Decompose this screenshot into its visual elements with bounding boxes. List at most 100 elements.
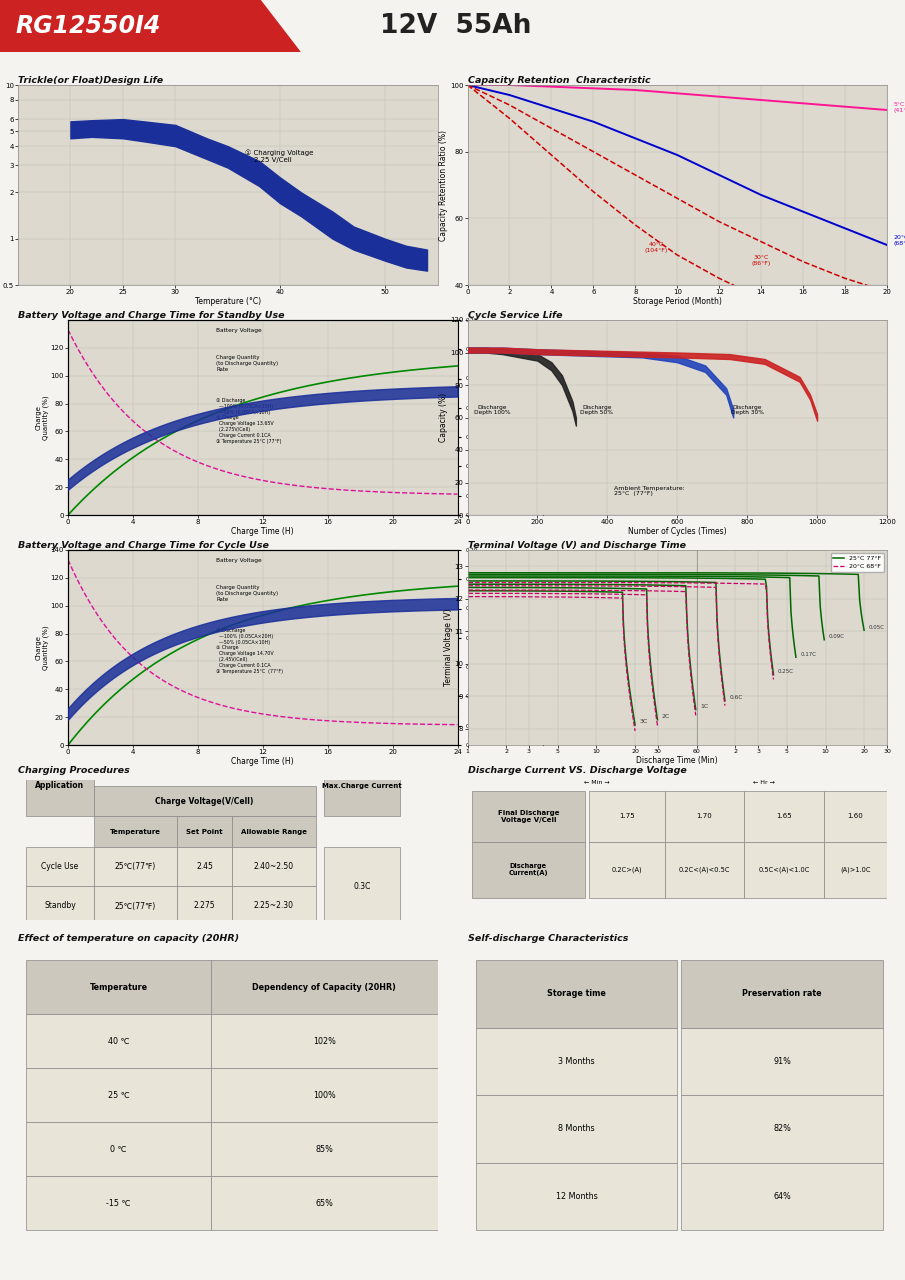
Y-axis label: Terminal Voltage (V): Terminal Voltage (V) — [444, 609, 452, 686]
Text: Preservation rate: Preservation rate — [742, 989, 822, 998]
Text: Discharge
Depth 100%: Discharge Depth 100% — [473, 404, 510, 415]
Bar — [681, 960, 882, 1028]
Bar — [472, 791, 585, 842]
Bar — [664, 791, 745, 842]
Bar — [26, 755, 93, 817]
Bar — [177, 817, 232, 847]
Text: Trickle(or Float)Design Life: Trickle(or Float)Design Life — [18, 76, 163, 84]
X-axis label: Charge Time (H): Charge Time (H) — [232, 526, 294, 535]
Y-axis label: Battery Voltage
(V/Per Cell): Battery Voltage (V/Per Cell) — [565, 393, 576, 442]
Bar — [824, 842, 887, 897]
Bar — [211, 1068, 437, 1123]
Text: Ambient Temperature:
25°C  (77°F): Ambient Temperature: 25°C (77°F) — [614, 485, 685, 497]
Bar — [211, 1176, 437, 1230]
Bar — [93, 817, 177, 847]
Text: ← Min →: ← Min → — [584, 780, 609, 785]
Text: 3 Months: 3 Months — [558, 1057, 595, 1066]
Bar — [26, 886, 93, 925]
Bar — [472, 842, 585, 897]
Text: 0.17C: 0.17C — [800, 652, 816, 657]
Bar — [681, 1028, 882, 1094]
Text: Capacity Retention  Characteristic: Capacity Retention Characteristic — [468, 76, 650, 84]
Bar — [232, 817, 316, 847]
Text: 64%: 64% — [773, 1192, 791, 1201]
Text: 2.40~2.50: 2.40~2.50 — [253, 863, 294, 872]
Text: 40°C
(104°F): 40°C (104°F) — [644, 242, 668, 252]
Text: Discharge Current VS. Discharge Voltage: Discharge Current VS. Discharge Voltage — [468, 765, 686, 774]
Text: 91%: 91% — [773, 1057, 791, 1066]
X-axis label: Charge Time (H): Charge Time (H) — [232, 756, 294, 765]
Text: 102%: 102% — [313, 1037, 336, 1046]
Text: Cycle Service Life: Cycle Service Life — [468, 311, 562, 320]
Text: 0.25C: 0.25C — [777, 669, 794, 675]
Text: 3C: 3C — [639, 719, 648, 724]
Text: 82%: 82% — [773, 1124, 791, 1133]
Text: Temperature: Temperature — [90, 983, 148, 992]
Text: 5°C
(41°F): 5°C (41°F) — [893, 102, 905, 113]
Bar — [26, 1123, 211, 1176]
Text: ① Discharge
  —100% (0.05CA×20H)
  —50% (0.05CA×10H)
② Charge
  Charge Voltage 1: ① Discharge —100% (0.05CA×20H) —50% (0.0… — [216, 628, 283, 673]
Text: Cycle Use: Cycle Use — [42, 863, 79, 872]
Bar — [681, 1162, 882, 1230]
Bar — [26, 847, 93, 886]
Bar — [211, 1123, 437, 1176]
Text: 0.5C<(A)<1.0C: 0.5C<(A)<1.0C — [758, 867, 810, 873]
Bar — [177, 886, 232, 925]
X-axis label: Discharge Time (Min): Discharge Time (Min) — [636, 755, 718, 764]
Text: 1.75: 1.75 — [619, 813, 634, 819]
Text: 0.6C: 0.6C — [729, 695, 742, 700]
Text: -15 ℃: -15 ℃ — [107, 1198, 131, 1207]
Text: 85%: 85% — [315, 1144, 333, 1153]
Bar — [589, 791, 664, 842]
Bar — [93, 786, 316, 817]
Text: 25℃(77℉): 25℃(77℉) — [115, 863, 156, 872]
Bar — [664, 842, 745, 897]
Text: Dependency of Capacity (20HR): Dependency of Capacity (20HR) — [252, 983, 396, 992]
Bar — [476, 1028, 677, 1094]
Text: 2.275: 2.275 — [194, 901, 215, 910]
Text: 1.70: 1.70 — [697, 813, 712, 819]
Text: ① Discharge
  —100% (0.05CA×20H)
  —50% (0.05CA×10H)
② Charge
  Charge Voltage 1: ① Discharge —100% (0.05CA×20H) —50% (0.0… — [216, 398, 281, 444]
Text: 2.45: 2.45 — [196, 863, 213, 872]
Text: 100%: 100% — [313, 1091, 336, 1100]
Bar — [824, 791, 887, 842]
Text: Effect of temperature on capacity (20HR): Effect of temperature on capacity (20HR) — [18, 934, 239, 943]
Text: 12 Months: 12 Months — [556, 1192, 597, 1201]
Text: 25 ℃: 25 ℃ — [108, 1091, 129, 1100]
Bar — [745, 842, 824, 897]
Bar — [26, 960, 211, 1014]
Text: ① Charging Voltage
    2.25 V/Cell: ① Charging Voltage 2.25 V/Cell — [244, 148, 313, 163]
Bar — [476, 960, 677, 1028]
Polygon shape — [0, 0, 300, 52]
Bar — [26, 1068, 211, 1123]
Text: 2C: 2C — [662, 714, 670, 719]
Bar — [232, 847, 316, 886]
Text: Max.Charge Current: Max.Charge Current — [322, 782, 402, 788]
Text: Battery Voltage: Battery Voltage — [216, 558, 262, 563]
Text: Charge Quantity
(to Discharge Quantity)
Rate: Charge Quantity (to Discharge Quantity) … — [216, 355, 278, 371]
Legend: 25°C 77°F, 20°C 68°F: 25°C 77°F, 20°C 68°F — [831, 553, 884, 572]
Bar — [26, 1176, 211, 1230]
X-axis label: Storage Period (Month): Storage Period (Month) — [633, 297, 721, 306]
Text: Discharge
Current(A): Discharge Current(A) — [509, 863, 548, 876]
Text: 1.60: 1.60 — [848, 813, 863, 819]
Bar — [476, 1162, 677, 1230]
Bar — [211, 960, 437, 1014]
Text: Battery Voltage and Charge Time for Cycle Use: Battery Voltage and Charge Time for Cycl… — [18, 541, 269, 550]
Text: Battery Voltage and Charge Time for Standby Use: Battery Voltage and Charge Time for Stan… — [18, 311, 285, 320]
Bar — [93, 886, 177, 925]
Text: 20°C
(68°F): 20°C (68°F) — [893, 236, 905, 246]
Bar — [324, 847, 400, 925]
Bar — [589, 842, 664, 897]
Bar — [324, 755, 400, 817]
Bar — [26, 1014, 211, 1068]
Y-axis label: Capacity Retention Ratio (%): Capacity Retention Ratio (%) — [440, 129, 449, 241]
Y-axis label: Charge
Quantity (%): Charge Quantity (%) — [35, 625, 49, 669]
Bar — [232, 886, 316, 925]
Text: 2.25~2.30: 2.25~2.30 — [254, 901, 294, 910]
Y-axis label: Charge Current (CA): Charge Current (CA) — [479, 385, 484, 449]
Text: ← Hr →: ← Hr → — [753, 780, 775, 785]
Text: 65%: 65% — [315, 1198, 333, 1207]
Text: 0.2C<(A)<0.5C: 0.2C<(A)<0.5C — [679, 867, 730, 873]
Text: Charge Quantity
(to Discharge Quantity)
Rate: Charge Quantity (to Discharge Quantity) … — [216, 585, 278, 602]
